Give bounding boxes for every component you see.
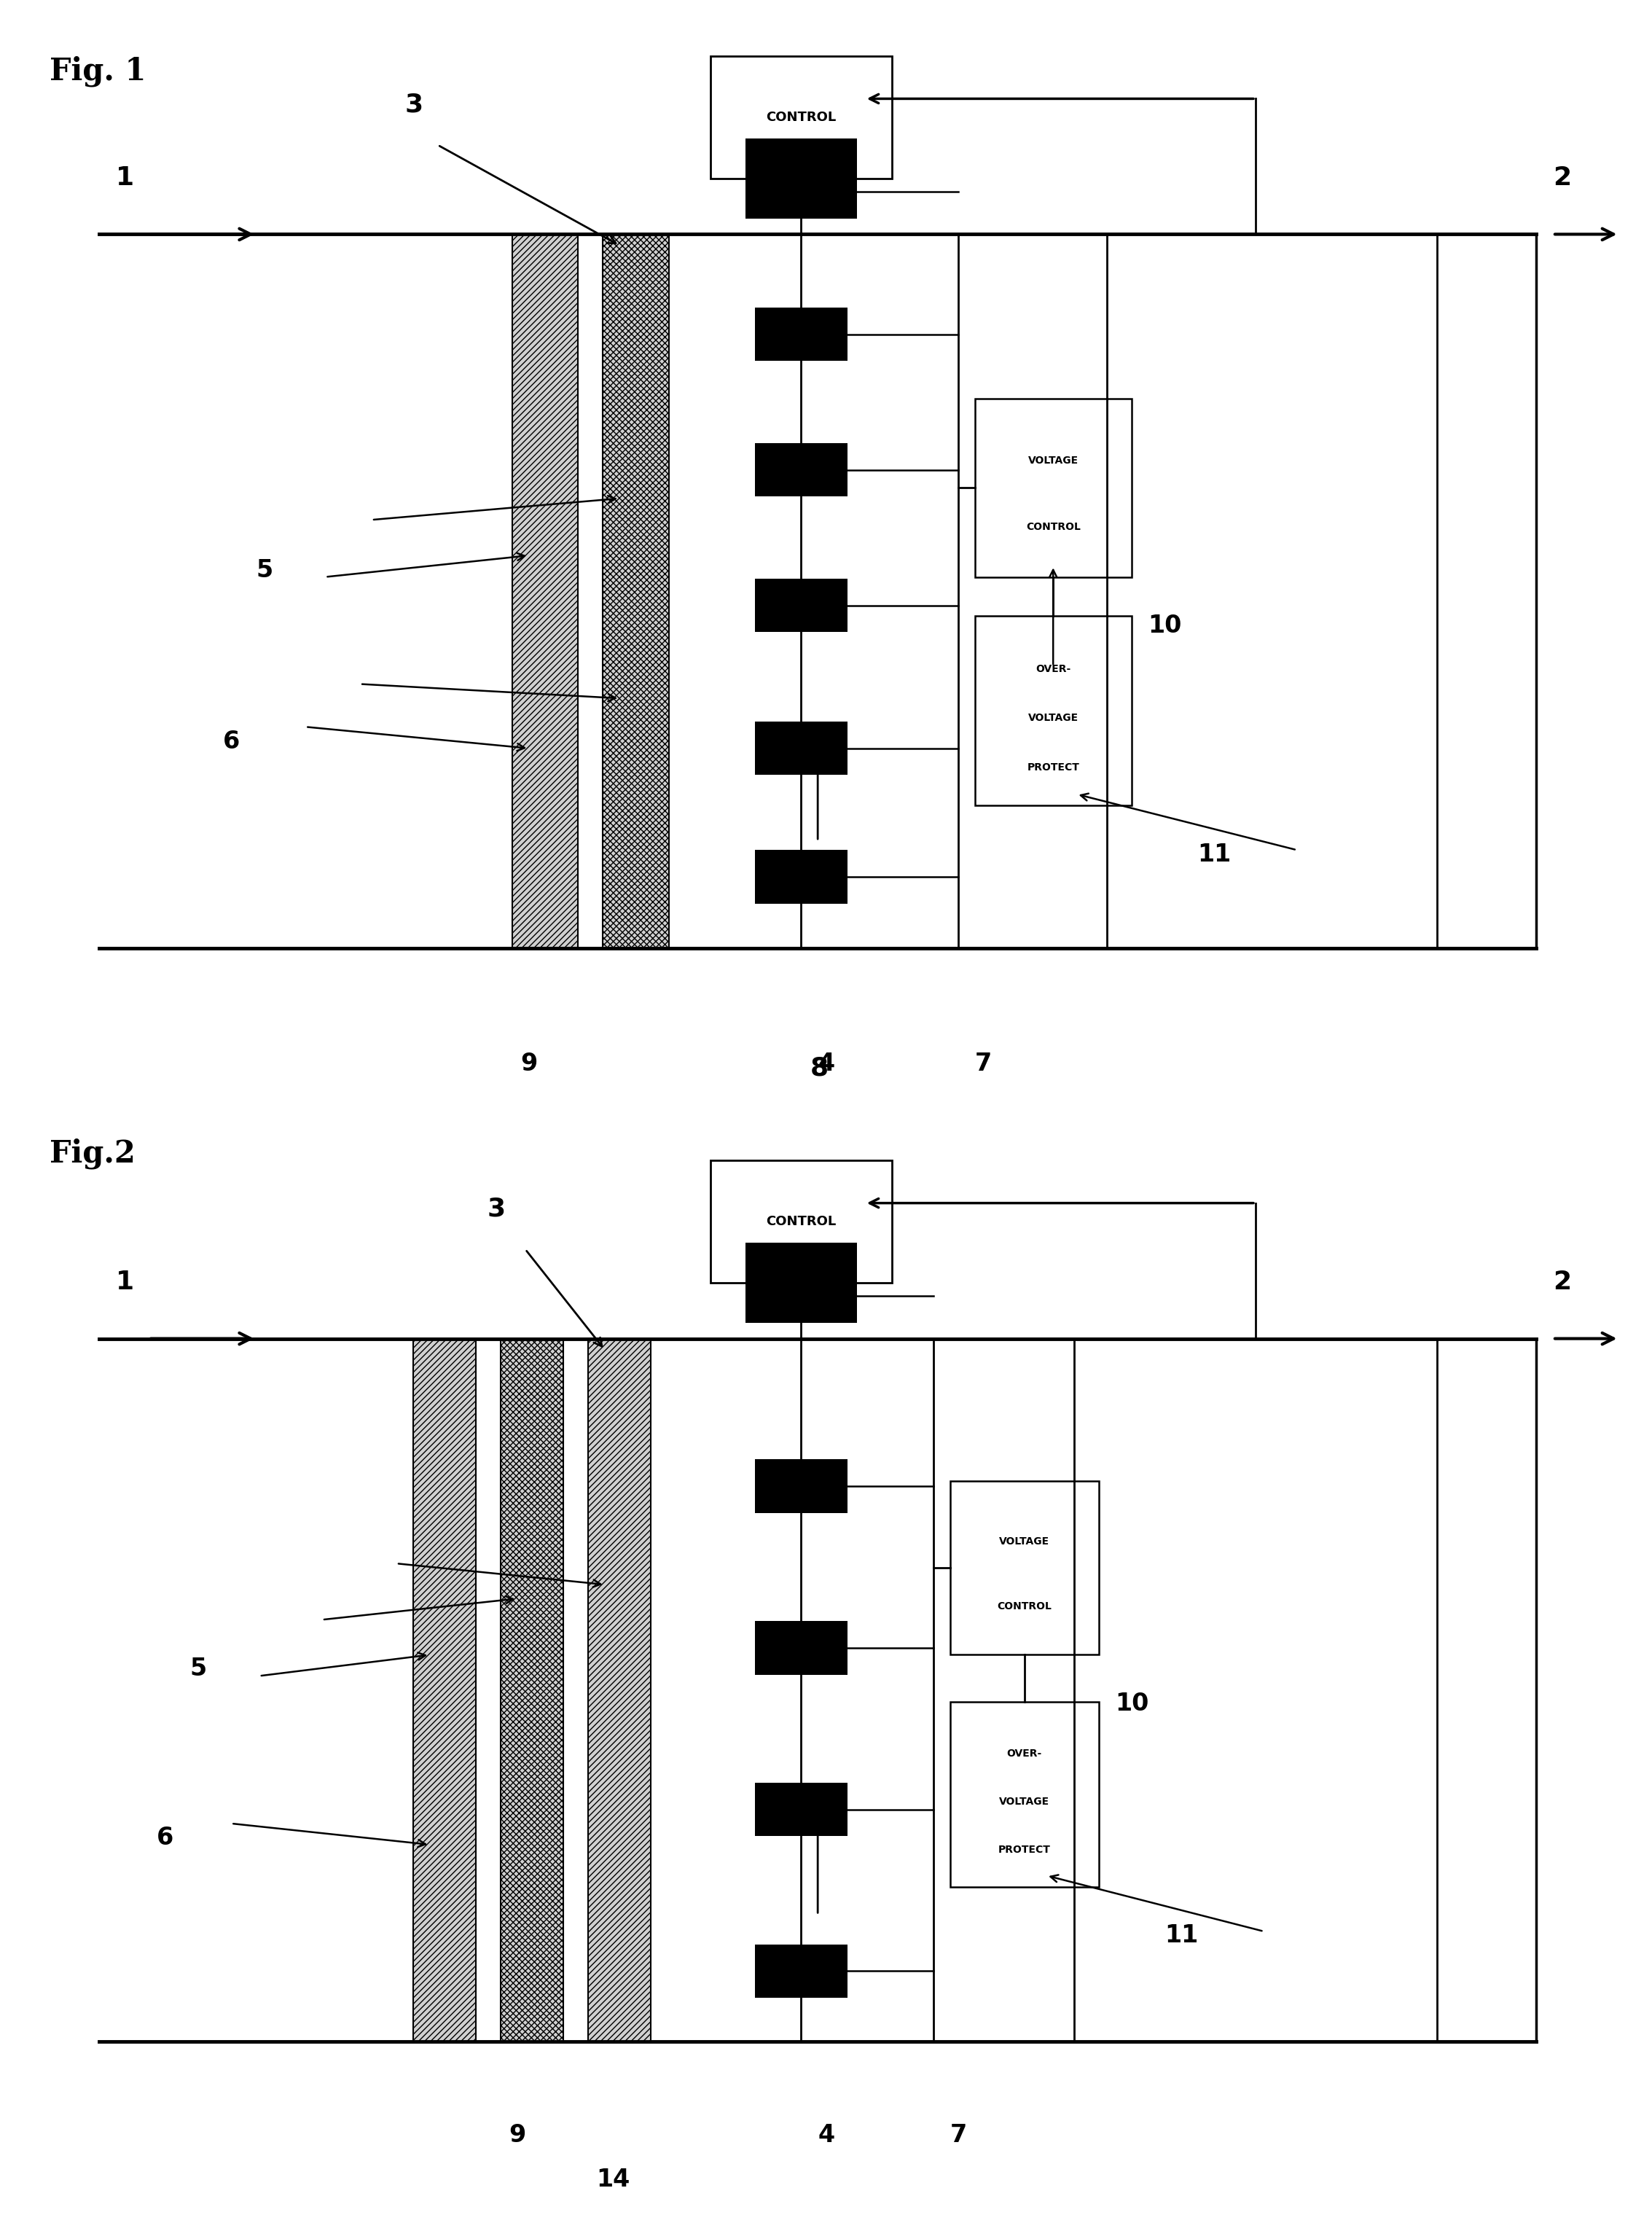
- Text: Fig.2: Fig.2: [50, 1138, 135, 1169]
- Text: 7: 7: [975, 1053, 991, 1075]
- Bar: [745, 138, 857, 219]
- Bar: [755, 721, 847, 774]
- Text: 14: 14: [596, 2169, 629, 2191]
- Text: 7: 7: [950, 2124, 966, 2146]
- Text: 1: 1: [116, 165, 134, 190]
- Bar: [755, 578, 847, 631]
- Bar: [755, 1459, 847, 1513]
- Bar: [975, 399, 1132, 578]
- Bar: [950, 1702, 1099, 1887]
- Text: 9: 9: [509, 2124, 525, 2146]
- Text: PROTECT: PROTECT: [1028, 763, 1079, 772]
- Bar: [710, 56, 892, 178]
- Text: 4: 4: [818, 1053, 834, 1075]
- Bar: [755, 1783, 847, 1836]
- Bar: [975, 616, 1132, 805]
- Text: 8: 8: [809, 1055, 829, 1080]
- Text: 3: 3: [487, 1196, 506, 1220]
- Bar: [501, 1339, 563, 2041]
- Text: 10: 10: [1148, 614, 1181, 638]
- Bar: [755, 444, 847, 498]
- Text: VOLTAGE: VOLTAGE: [1028, 714, 1079, 723]
- Bar: [710, 1160, 892, 1283]
- Text: CONTROL: CONTROL: [767, 112, 836, 123]
- Bar: [755, 308, 847, 361]
- Text: 9: 9: [520, 1053, 537, 1075]
- Text: CONTROL: CONTROL: [1026, 522, 1080, 531]
- Text: 4: 4: [818, 2124, 834, 2146]
- Text: VOLTAGE: VOLTAGE: [999, 1796, 1049, 1807]
- Text: 11: 11: [1198, 843, 1231, 866]
- Text: 11: 11: [1165, 1923, 1198, 1948]
- Text: 10: 10: [1115, 1691, 1148, 1716]
- Bar: [413, 1339, 476, 2041]
- Text: 6: 6: [157, 1825, 173, 1849]
- Text: 5: 5: [190, 1658, 206, 1680]
- Text: CONTROL: CONTROL: [767, 1216, 836, 1227]
- Bar: [950, 1481, 1099, 1655]
- Text: 5: 5: [256, 558, 273, 582]
- Text: OVER-: OVER-: [1006, 1749, 1042, 1758]
- Text: OVER-: OVER-: [1036, 665, 1070, 674]
- Text: 1: 1: [116, 1269, 134, 1294]
- Bar: [745, 1243, 857, 1323]
- Bar: [755, 850, 847, 904]
- Text: 3: 3: [405, 91, 423, 116]
- Bar: [755, 1943, 847, 1999]
- Text: VOLTAGE: VOLTAGE: [1028, 455, 1079, 466]
- Bar: [603, 234, 669, 948]
- Bar: [512, 234, 578, 948]
- Text: VOLTAGE: VOLTAGE: [999, 1537, 1049, 1546]
- Bar: [588, 1339, 651, 2041]
- Bar: [755, 1622, 847, 1675]
- Text: 2: 2: [1553, 1269, 1571, 1294]
- Text: 6: 6: [223, 730, 240, 754]
- Text: 2: 2: [1553, 165, 1571, 190]
- Text: PROTECT: PROTECT: [998, 1845, 1051, 1854]
- Text: Fig. 1: Fig. 1: [50, 56, 145, 87]
- Text: CONTROL: CONTROL: [996, 1602, 1052, 1611]
